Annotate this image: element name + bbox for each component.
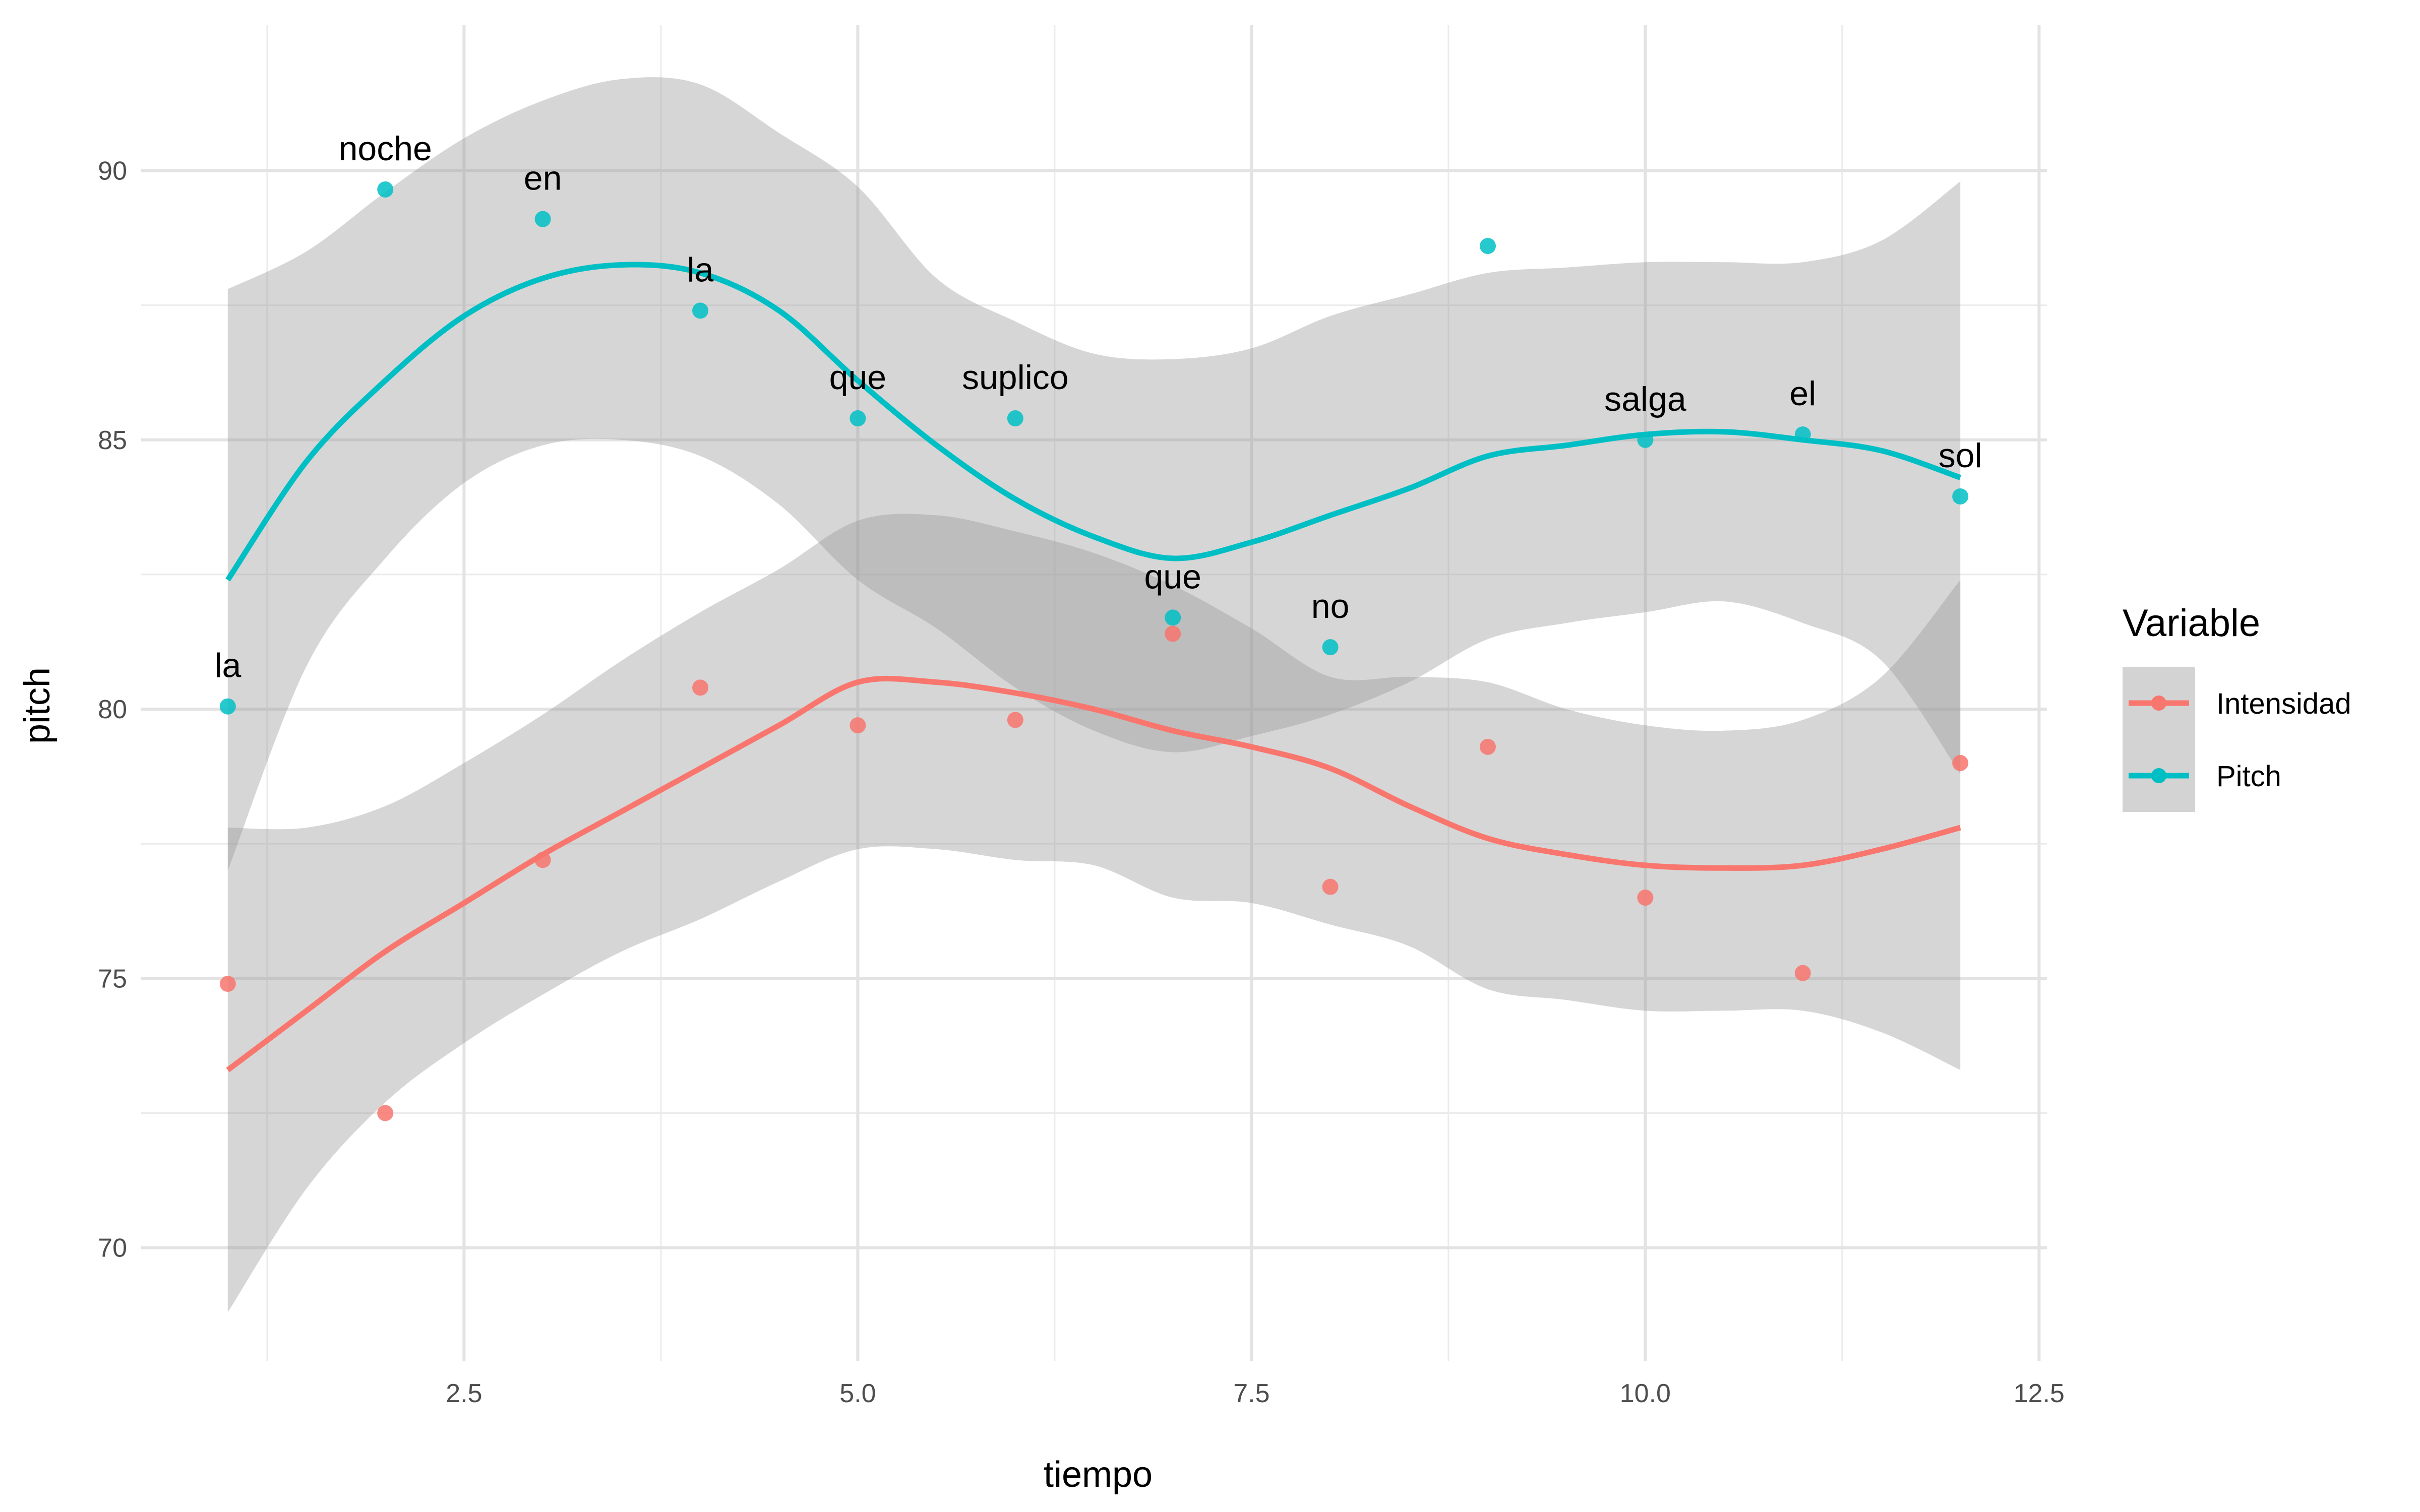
point-pitch xyxy=(534,211,551,227)
legend-key-point-intensidad xyxy=(2151,696,2166,711)
word-label: que xyxy=(829,358,886,397)
x-tick-label: 5.0 xyxy=(839,1379,876,1408)
point-intensidad xyxy=(1794,965,1811,981)
word-label: en xyxy=(524,159,562,198)
y-axis-tick-labels: 70 75 80 85 90 xyxy=(98,157,127,1263)
confidence-ribbon-pitch xyxy=(227,77,1961,871)
x-tick-label: 2.5 xyxy=(446,1379,482,1408)
point-intensidad xyxy=(1322,878,1339,895)
y-tick-label: 70 xyxy=(98,1234,127,1263)
word-label: salga xyxy=(1604,380,1686,418)
word-label: noche xyxy=(339,130,432,168)
word-label: la xyxy=(214,647,241,685)
point-intensidad xyxy=(219,976,236,992)
legend-key-pitch xyxy=(2123,739,2195,812)
point-intensidad xyxy=(1952,754,1969,771)
point-intensidad xyxy=(850,717,866,734)
legend-title: Variable xyxy=(2123,602,2260,645)
point-pitch xyxy=(1322,639,1339,656)
x-axis-title: tiempo xyxy=(1044,1455,1153,1495)
word-label: el xyxy=(1789,374,1816,413)
legend-label-intensidad: Intensidad xyxy=(2216,687,2351,720)
point-pitch xyxy=(1952,488,1969,505)
y-tick-label: 75 xyxy=(98,964,127,993)
point-intensidad xyxy=(1479,738,1496,755)
word-label: sol xyxy=(1939,436,1982,475)
minor-gridlines xyxy=(141,25,2047,1361)
y-tick-label: 85 xyxy=(98,426,127,455)
point-pitch xyxy=(1007,410,1023,427)
confidence-ribbon-intensidad xyxy=(227,514,1961,1312)
data-points xyxy=(219,181,1969,1121)
x-axis-tick-labels: 2.5 5.0 7.5 10.0 12.5 xyxy=(446,1379,2065,1408)
point-pitch xyxy=(377,181,394,198)
word-label: la xyxy=(687,250,714,289)
point-pitch xyxy=(1165,609,1181,626)
word-label: suplico xyxy=(962,358,1069,397)
point-pitch xyxy=(692,302,709,319)
word-label: no xyxy=(1311,587,1350,625)
legend-key-intensidad xyxy=(2123,667,2195,739)
legend-label-pitch: Pitch xyxy=(2216,760,2281,793)
word-label: que xyxy=(1144,557,1201,596)
x-tick-label: 10.0 xyxy=(1620,1379,1671,1408)
major-gridlines xyxy=(141,25,2047,1361)
y-tick-label: 90 xyxy=(98,157,127,186)
point-pitch xyxy=(850,410,866,427)
smooth-lines xyxy=(225,262,1961,1073)
smooth-line-intensidad xyxy=(226,675,1961,1073)
point-pitch xyxy=(219,698,236,715)
point-pitch xyxy=(1479,238,1496,255)
point-intensidad xyxy=(1165,625,1181,642)
x-tick-label: 7.5 xyxy=(1233,1379,1269,1408)
point-intensidad xyxy=(692,679,709,696)
point-intensidad xyxy=(1007,712,1023,728)
word-labels: la noche en la que suplico que no salga el sol xyxy=(214,130,1982,685)
y-tick-label: 80 xyxy=(98,695,127,724)
point-intensidad xyxy=(377,1105,394,1121)
smooth-line-pitch xyxy=(225,262,1961,582)
x-tick-label: 12.5 xyxy=(2014,1379,2065,1408)
point-intensidad xyxy=(1637,890,1654,906)
legend: Variable Intensidad Pitch xyxy=(2123,602,2351,812)
confidence-ribbons xyxy=(227,77,1961,1312)
y-axis-title: pitch xyxy=(17,667,57,744)
legend-key-point-pitch xyxy=(2151,768,2166,783)
